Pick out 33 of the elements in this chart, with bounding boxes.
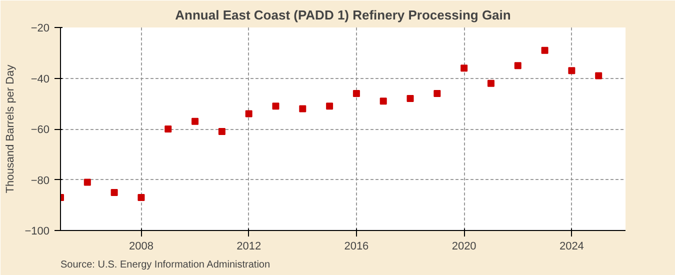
source-note: Source: U.S. Energy Information Administration — [60, 260, 270, 270]
y-tick-label: −100 — [24, 226, 50, 238]
x-tick-label: 2020 — [452, 240, 476, 252]
point — [272, 102, 280, 110]
point — [84, 178, 91, 186]
y-tick-label: −60 — [30, 124, 50, 136]
point — [541, 46, 548, 54]
point — [299, 105, 306, 112]
point — [110, 188, 118, 196]
point — [460, 64, 468, 72]
x-tick-label: 2016 — [344, 240, 369, 252]
point — [192, 118, 199, 125]
point — [406, 95, 414, 102]
point — [352, 90, 360, 97]
point — [595, 72, 602, 80]
point — [434, 90, 441, 97]
x-tick-label: 2012 — [236, 240, 262, 252]
point — [138, 194, 145, 202]
point — [218, 128, 226, 136]
point — [487, 80, 494, 87]
point — [164, 126, 172, 132]
point — [380, 98, 387, 105]
y-tick-label: −20 — [30, 22, 50, 34]
x-tick-label: 2024 — [559, 240, 584, 252]
point — [245, 110, 252, 118]
y-axis-title: Thousand Barrels per Day — [4, 64, 17, 194]
point — [514, 62, 522, 70]
point — [326, 102, 334, 110]
y-tick-label: −40 — [30, 73, 50, 86]
chart-title: Annual East Coast (PADD 1) Refinery Processing Gain — [175, 8, 511, 22]
point — [568, 67, 576, 74]
x-tick-label: 2008 — [128, 240, 154, 252]
y-tick-label: −80 — [30, 174, 50, 187]
